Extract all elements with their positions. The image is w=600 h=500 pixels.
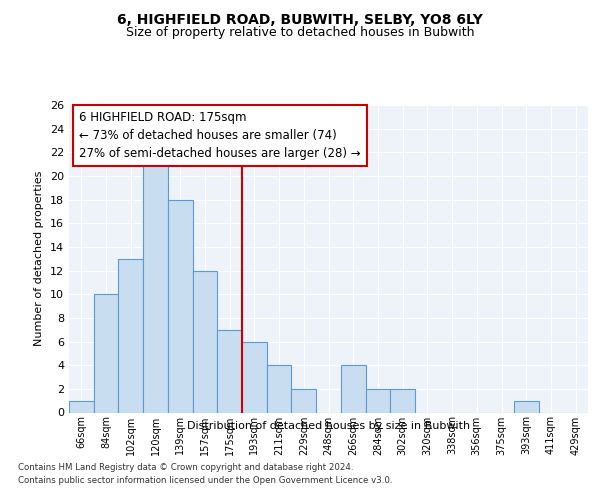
Bar — [217, 330, 242, 412]
Bar — [292, 389, 316, 412]
Text: Distribution of detached houses by size in Bubwith: Distribution of detached houses by size … — [187, 421, 470, 431]
Bar — [143, 164, 168, 412]
Bar — [341, 365, 365, 412]
Text: Contains public sector information licensed under the Open Government Licence v3: Contains public sector information licen… — [18, 476, 392, 485]
Bar — [390, 389, 415, 412]
Bar — [193, 270, 217, 412]
Bar — [267, 365, 292, 412]
Text: 6, HIGHFIELD ROAD, BUBWITH, SELBY, YO8 6LY: 6, HIGHFIELD ROAD, BUBWITH, SELBY, YO8 6… — [117, 12, 483, 26]
Text: 6 HIGHFIELD ROAD: 175sqm
← 73% of detached houses are smaller (74)
27% of semi-d: 6 HIGHFIELD ROAD: 175sqm ← 73% of detach… — [79, 111, 361, 160]
Bar — [514, 400, 539, 412]
Bar — [69, 400, 94, 412]
Text: Size of property relative to detached houses in Bubwith: Size of property relative to detached ho… — [126, 26, 474, 39]
Y-axis label: Number of detached properties: Number of detached properties — [34, 171, 44, 346]
Text: Contains HM Land Registry data © Crown copyright and database right 2024.: Contains HM Land Registry data © Crown c… — [18, 462, 353, 471]
Bar — [168, 200, 193, 412]
Bar — [365, 389, 390, 412]
Bar — [242, 342, 267, 412]
Bar — [94, 294, 118, 412]
Bar — [118, 259, 143, 412]
